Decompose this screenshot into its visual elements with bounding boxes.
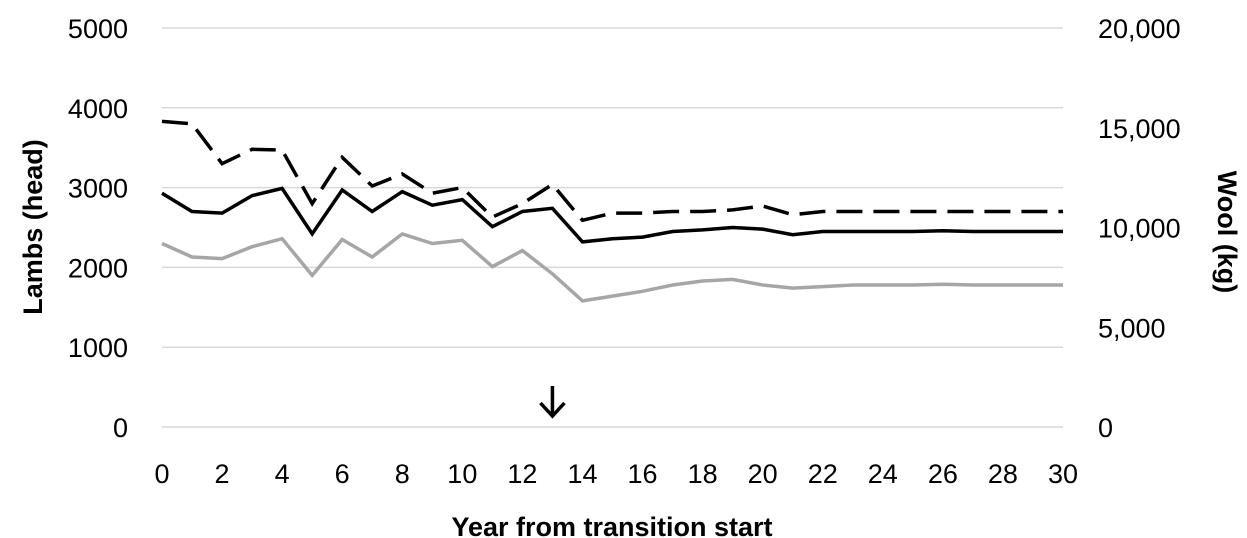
- x-axis-title: Year from transition start: [451, 512, 772, 538]
- right-axis-ticks: 0 5,000 10,000 15,000 20,000: [1098, 14, 1181, 443]
- left-tick-label: 3000: [68, 174, 128, 204]
- x-tick-label: 26: [928, 459, 958, 489]
- right-tick-label: 5,000: [1098, 313, 1166, 343]
- left-tick-label: 5000: [68, 14, 128, 44]
- black-series-line: [161, 186, 1063, 244]
- x-axis-ticks: 0 2 4 6 8 10 12 14 16 18 20 22 24 26 28 30: [154, 459, 1078, 489]
- x-tick-label: 8: [395, 459, 410, 489]
- left-axis-title: Lambs (head): [18, 139, 48, 315]
- annotations: ↓: [539, 386, 566, 419]
- x-tick-label: 22: [808, 459, 838, 489]
- left-tick-label: 1000: [68, 333, 128, 363]
- x-tick-label: 24: [868, 459, 898, 489]
- down-arrow-icon: ↓: [539, 386, 566, 419]
- right-tick-label: 20,000: [1098, 14, 1181, 44]
- left-tick-label: 0: [113, 413, 128, 443]
- x-tick-label: 16: [628, 459, 658, 489]
- left-tick-label: 4000: [68, 94, 128, 124]
- left-axis-ticks: 0 1000 2000 3000 4000 5000: [68, 14, 128, 443]
- x-tick-label: 30: [1048, 459, 1078, 489]
- x-tick-label: 10: [447, 459, 477, 489]
- right-tick-label: 15,000: [1098, 114, 1181, 144]
- right-axis-title: Wool (kg): [1212, 171, 1242, 293]
- dashed-series-line: [161, 119, 1063, 223]
- gridlines: [162, 27, 1063, 428]
- x-tick-label: 20: [748, 459, 778, 489]
- left-tick-label: 2000: [68, 253, 128, 283]
- x-tick-label: 2: [215, 459, 230, 489]
- x-tick-label: 6: [335, 459, 350, 489]
- series-lines: [161, 119, 1063, 303]
- arrow-head: [539, 401, 566, 419]
- x-tick-label: 4: [275, 459, 290, 489]
- x-tick-label: 12: [507, 459, 537, 489]
- gray-series-line: [161, 231, 1063, 303]
- right-tick-label: 10,000: [1098, 214, 1181, 244]
- x-tick-label: 18: [688, 459, 718, 489]
- right-tick-label: 0: [1098, 413, 1113, 443]
- x-tick-label: 28: [988, 459, 1018, 489]
- x-tick-label: 0: [154, 459, 169, 489]
- x-tick-label: 14: [567, 459, 597, 489]
